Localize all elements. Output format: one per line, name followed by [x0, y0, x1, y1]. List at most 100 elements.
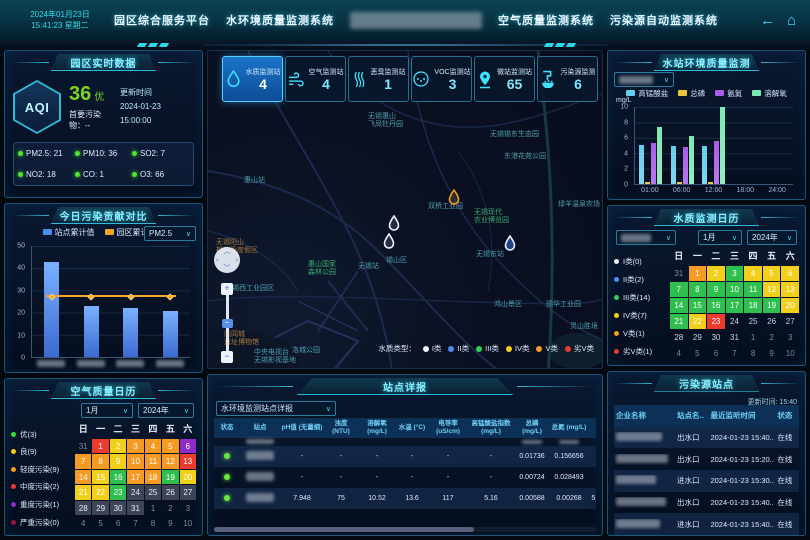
calendar-day[interactable]: 15: [688, 297, 707, 313]
calendar-day[interactable]: 5: [762, 265, 781, 281]
zoom-in-button[interactable]: +: [221, 283, 233, 295]
calendar-day[interactable]: 6: [713, 348, 719, 358]
calendar-day[interactable]: 16: [707, 297, 725, 313]
calendar-day[interactable]: 10: [127, 454, 144, 469]
calendar-day[interactable]: 17: [725, 297, 744, 313]
nav-tab-park-platform[interactable]: 园区综合服务平台: [114, 15, 210, 27]
calendar-day[interactable]: 11: [144, 454, 162, 469]
calendar-day[interactable]: 31: [78, 441, 88, 451]
calendar-day[interactable]: 23: [707, 313, 725, 329]
calendar-day[interactable]: 21: [75, 485, 92, 500]
map-pan-control[interactable]: ︿ ﹀ ‹ ›: [214, 247, 240, 273]
calendar-day[interactable]: 2: [109, 438, 127, 454]
year-select[interactable]: 2024年 ∨: [747, 230, 797, 245]
station-filter-wind[interactable]: 空气监测站 4: [285, 56, 346, 102]
calendar-day[interactable]: 9: [769, 348, 774, 358]
nav-tab-pollution-system[interactable]: 污染源自动监测系统: [610, 15, 718, 27]
year-select[interactable]: 2024年 ∨: [138, 403, 194, 419]
pollutant-select[interactable]: PM2.5 ∨: [144, 226, 196, 241]
calendar-day[interactable]: 17: [127, 469, 144, 485]
calendar-day[interactable]: 2: [168, 503, 173, 513]
calendar-day[interactable]: 26: [162, 485, 179, 500]
calendar-day[interactable]: 30: [109, 500, 127, 516]
calendar-day[interactable]: 2: [769, 332, 774, 342]
calendar-day[interactable]: 12: [762, 281, 781, 297]
calendar-day[interactable]: 9: [707, 281, 725, 297]
pan-left-icon[interactable]: ‹: [216, 256, 219, 264]
station-filter-water-drop[interactable]: 水质监测站 4: [222, 56, 283, 102]
calendar-day[interactable]: 19: [762, 297, 781, 313]
calendar-day[interactable]: 7: [670, 281, 688, 297]
calendar-day[interactable]: 4: [80, 519, 86, 529]
calendar-day[interactable]: 6: [781, 265, 799, 281]
calendar-day[interactable]: 28: [75, 500, 92, 516]
calendar-day[interactable]: 6: [179, 438, 196, 454]
calendar-day[interactable]: 10: [725, 281, 744, 297]
map[interactable]: 水质监测站 4 空气监测站 4 恶臭监测站 1 VOC监测站 3 微站监测站 65 污染源监测 6 无…: [207, 50, 603, 369]
station-marker-blue[interactable]: [503, 235, 517, 253]
calendar-day[interactable]: 25: [144, 485, 162, 500]
calendar-day[interactable]: 28: [674, 332, 684, 342]
calendar-day[interactable]: 22: [92, 485, 109, 500]
calendar-day[interactable]: 1: [92, 438, 109, 454]
calendar-day[interactable]: 10: [785, 348, 795, 358]
calendar-day[interactable]: 18: [744, 297, 762, 313]
calendar-day[interactable]: 12: [162, 454, 179, 469]
calendar-day[interactable]: 4: [676, 348, 681, 358]
calendar-day[interactable]: 3: [725, 265, 744, 281]
pan-up-icon[interactable]: ︿: [223, 248, 231, 255]
pan-right-icon[interactable]: ›: [235, 256, 238, 264]
calendar-day[interactable]: 31: [127, 500, 144, 516]
month-select[interactable]: 1月 ∨: [698, 230, 742, 245]
station-marker-white[interactable]: [387, 215, 401, 233]
calendar-day[interactable]: 8: [92, 454, 109, 469]
calendar-day[interactable]: 25: [748, 316, 758, 326]
calendar-day[interactable]: 5: [162, 438, 179, 454]
calendar-day[interactable]: 15: [92, 469, 109, 485]
calendar-day[interactable]: 6: [115, 519, 121, 529]
zoom-track[interactable]: −: [221, 295, 233, 351]
report-type-select[interactable]: 水环境监测站点详报 ∨: [216, 401, 336, 416]
calendar-day[interactable]: 26: [767, 316, 777, 326]
calendar-day[interactable]: 10: [183, 519, 193, 529]
calendar-day[interactable]: 2: [707, 265, 725, 281]
back-icon[interactable]: ←: [759, 11, 775, 29]
calendar-day[interactable]: 4: [144, 438, 162, 454]
calendar-day[interactable]: 31: [674, 268, 684, 278]
calendar-day[interactable]: 7: [133, 519, 138, 529]
zoom-handle[interactable]: −: [221, 319, 233, 328]
calendar-day[interactable]: 8: [688, 281, 707, 297]
month-select[interactable]: 1月 ∨: [81, 403, 133, 419]
calendar-day[interactable]: 24: [730, 316, 739, 326]
station-filter-voc[interactable]: VOC监测站 3: [411, 56, 472, 102]
calendar-day[interactable]: 29: [92, 500, 109, 516]
calendar-day[interactable]: 3: [787, 332, 793, 342]
calendar-day[interactable]: 13: [781, 281, 799, 297]
calendar-station-select[interactable]: ∨: [616, 230, 676, 245]
calendar-day[interactable]: 30: [711, 332, 721, 342]
station-filter-discharge[interactable]: 污染源监测 6: [537, 56, 598, 102]
water-station-select[interactable]: ∨: [614, 72, 674, 87]
calendar-day[interactable]: 1: [750, 332, 756, 342]
station-filter-pin[interactable]: 微站监测站 65: [474, 56, 535, 102]
calendar-day[interactable]: 7: [75, 454, 92, 469]
calendar-day[interactable]: 8: [750, 348, 756, 358]
calendar-day[interactable]: 31: [730, 332, 739, 342]
station-filter-odor[interactable]: 恶臭监测站 1: [348, 56, 409, 102]
calendar-day[interactable]: 29: [692, 332, 702, 342]
calendar-day[interactable]: 5: [98, 519, 103, 529]
calendar-day[interactable]: 20: [781, 297, 799, 313]
calendar-day[interactable]: 18: [144, 469, 162, 485]
calendar-day[interactable]: 27: [785, 316, 795, 326]
zoom-out-button[interactable]: −: [221, 351, 233, 363]
nav-tab-air-system[interactable]: 空气质量监测系统: [498, 15, 594, 27]
calendar-day[interactable]: 24: [127, 485, 144, 500]
calendar-day[interactable]: 23: [109, 485, 127, 500]
calendar-day[interactable]: 22: [688, 313, 707, 329]
station-marker-orange[interactable]: [447, 189, 461, 207]
calendar-day[interactable]: 14: [670, 297, 688, 313]
calendar-day[interactable]: 7: [732, 348, 737, 358]
calendar-day[interactable]: 3: [127, 438, 144, 454]
calendar-day[interactable]: 11: [744, 281, 762, 297]
home-icon[interactable]: ⌂: [786, 11, 796, 29]
